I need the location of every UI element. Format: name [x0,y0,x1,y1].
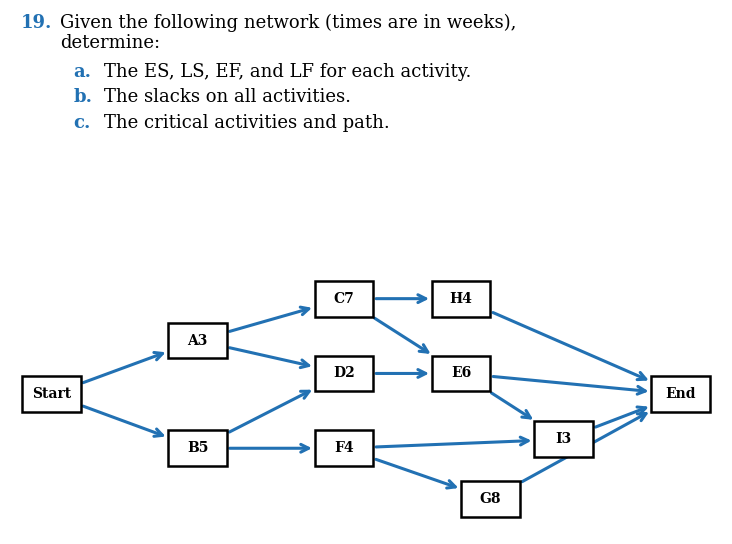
Text: E6: E6 [451,367,471,380]
FancyBboxPatch shape [22,376,81,412]
Text: Given the following network (times are in weeks),: Given the following network (times are i… [60,14,516,32]
Text: determine:: determine: [60,34,160,52]
Text: a.: a. [73,63,92,81]
Text: A3: A3 [187,333,208,348]
Text: Start: Start [31,387,71,401]
Text: B5: B5 [187,441,209,455]
Text: H4: H4 [449,292,473,306]
Text: G8: G8 [479,492,501,506]
FancyBboxPatch shape [432,356,490,392]
FancyBboxPatch shape [651,376,710,412]
FancyBboxPatch shape [534,421,593,457]
FancyBboxPatch shape [315,281,373,317]
Text: D2: D2 [333,367,355,380]
FancyBboxPatch shape [168,323,227,358]
Text: c.: c. [73,114,91,132]
Text: I3: I3 [556,432,572,446]
Text: F4: F4 [335,441,354,455]
FancyBboxPatch shape [315,356,373,392]
FancyBboxPatch shape [432,281,490,317]
Text: The slacks on all activities.: The slacks on all activities. [104,88,351,106]
Text: The critical activities and path.: The critical activities and path. [104,114,389,132]
Text: End: End [665,387,696,401]
FancyBboxPatch shape [168,430,227,466]
Text: 19.: 19. [20,14,52,32]
FancyBboxPatch shape [315,430,373,466]
FancyBboxPatch shape [461,481,520,517]
Text: C7: C7 [334,292,354,306]
Text: The ES, LS, EF, and LF for each activity.: The ES, LS, EF, and LF for each activity… [104,63,471,81]
Text: b.: b. [73,88,92,106]
